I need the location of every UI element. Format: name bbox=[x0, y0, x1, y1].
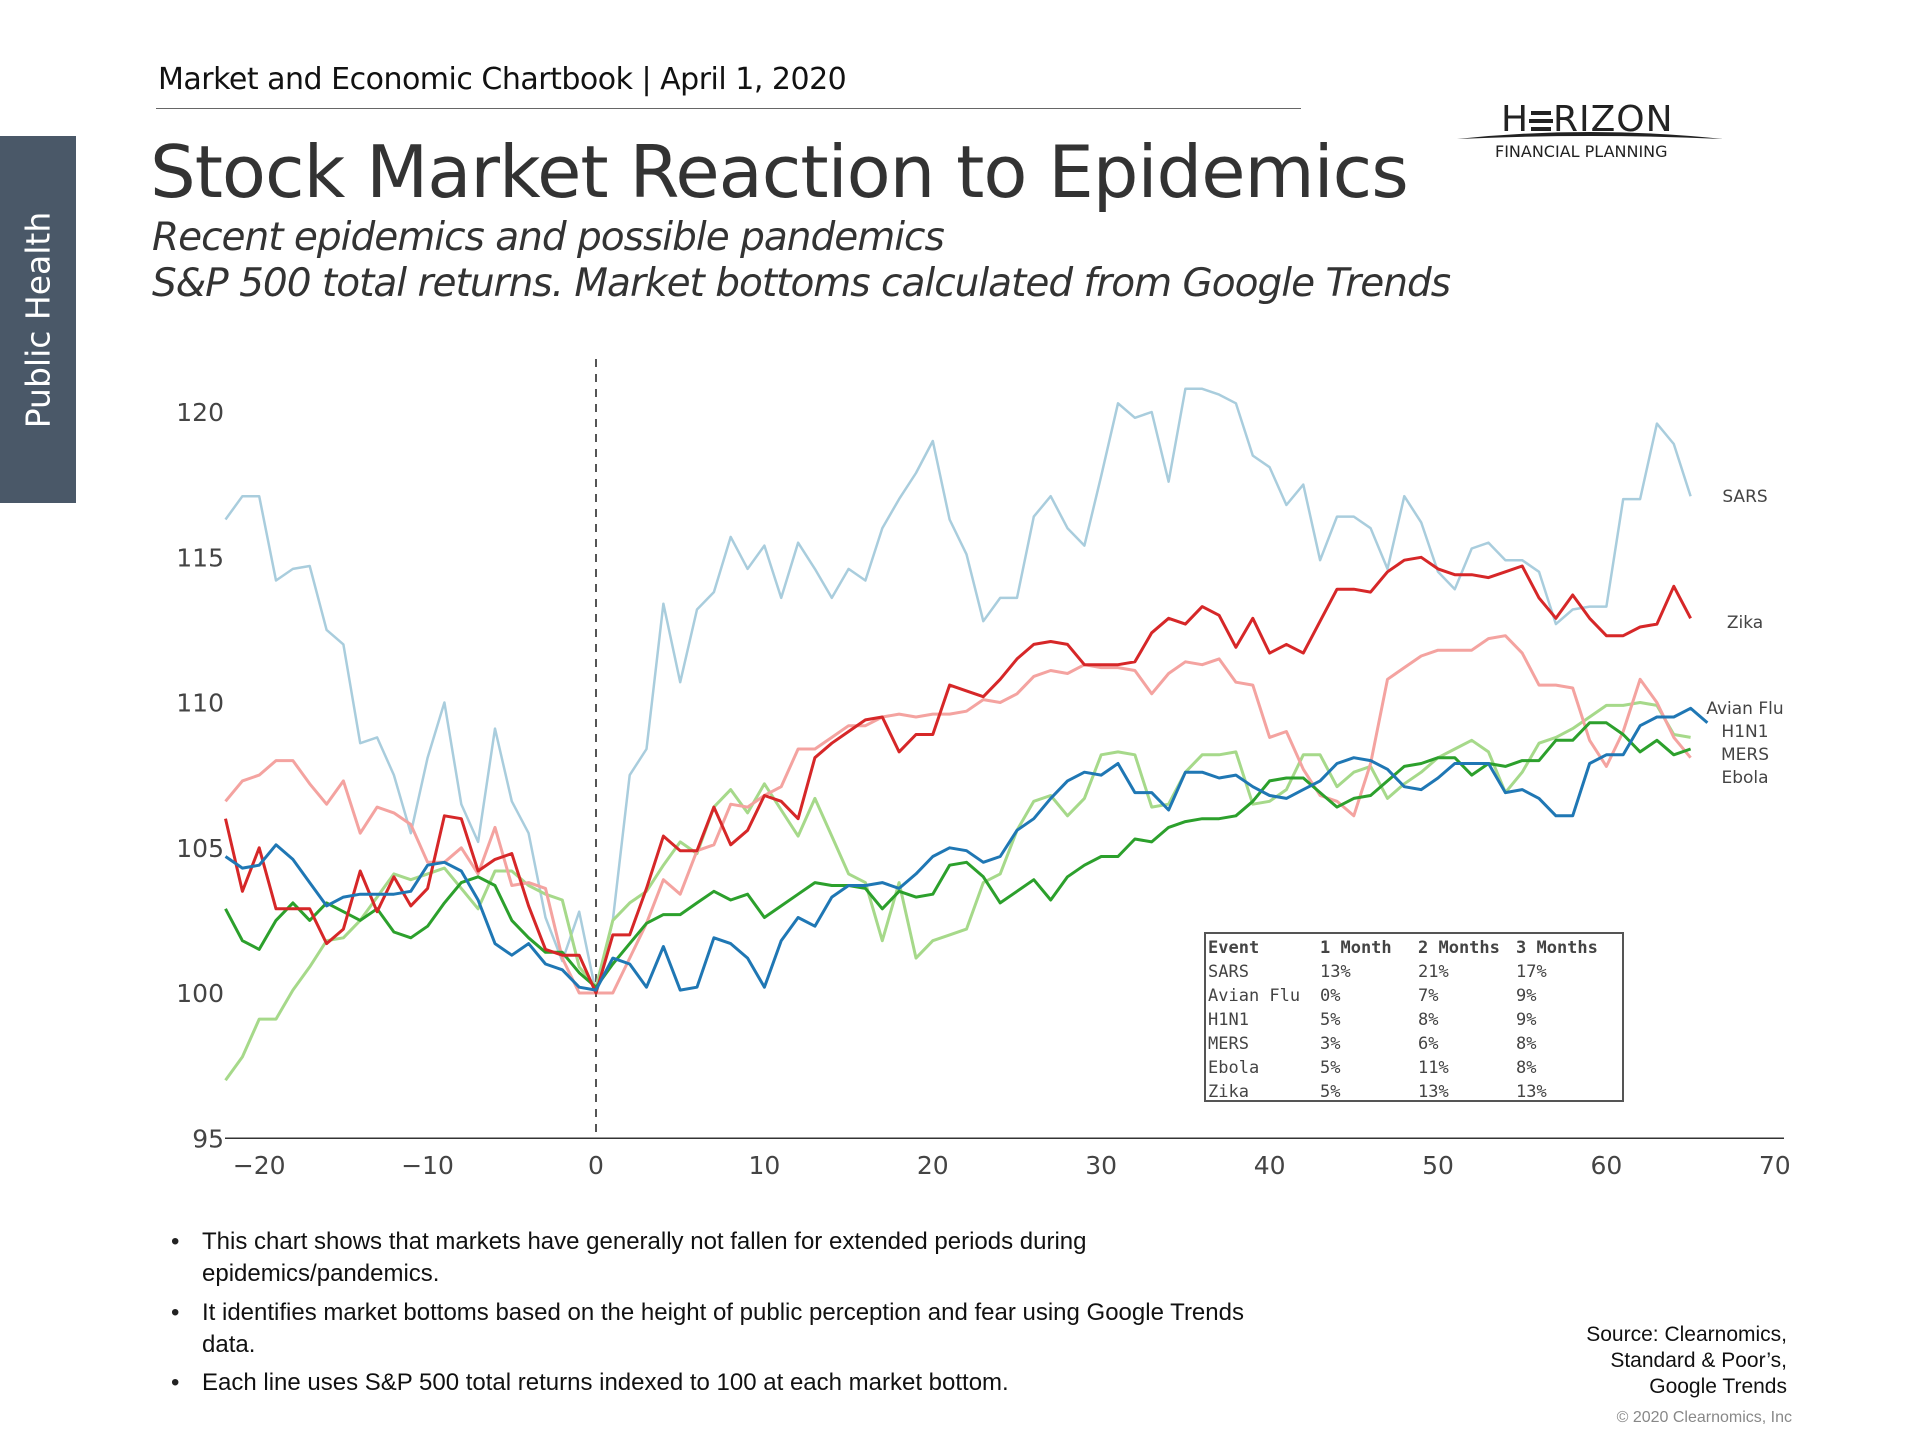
table-header-cell: 3 Months bbox=[1516, 938, 1598, 958]
bullet-text: data. bbox=[202, 1331, 256, 1358]
page-title: Stock Market Reaction to Epidemics bbox=[150, 130, 1409, 214]
table-row: Ebola 5% 11% 8% bbox=[1208, 1056, 1620, 1080]
table-header-cell: Event bbox=[1208, 938, 1260, 958]
table-cell: Ebola bbox=[1208, 1058, 1260, 1078]
table-header-cell: 2 Months bbox=[1418, 938, 1500, 958]
bullet-text: This chart shows that markets have gener… bbox=[202, 1228, 1087, 1255]
y-tick-label: 100 bbox=[176, 979, 224, 1008]
table-cell: 5% bbox=[1320, 1010, 1341, 1030]
x-tick-label: 20 bbox=[917, 1151, 949, 1180]
bullet-icon: • bbox=[171, 1299, 180, 1326]
horizon-logo: H RIZON FINANCIAL PLANNING bbox=[1457, 99, 1723, 161]
table-row: H1N1 5% 8% 9% bbox=[1208, 1008, 1620, 1032]
subtitle-2: S&P 500 total returns. Market bottoms ca… bbox=[152, 261, 1451, 306]
series-label-avian-flu: Avian Flu bbox=[1706, 699, 1783, 719]
x-tick-label: 70 bbox=[1759, 1151, 1791, 1180]
series-line-zika bbox=[224, 555, 1692, 995]
table-cell: 5% bbox=[1320, 1082, 1341, 1102]
copyright: © 2020 Clearnomics, Inc bbox=[1616, 1409, 1792, 1426]
bullet-icon: • bbox=[171, 1369, 180, 1396]
subtitle-1: Recent epidemics and possible pandemics bbox=[152, 215, 945, 260]
x-tick-label: 40 bbox=[1254, 1151, 1286, 1180]
table-cell: 8% bbox=[1516, 1058, 1537, 1078]
chartbook-header: Market and Economic Chartbook | April 1,… bbox=[158, 62, 847, 97]
table-header-cell: 1 Month bbox=[1320, 938, 1392, 958]
bullet-text: epidemics/pandemics. bbox=[202, 1260, 440, 1287]
table-cell: 3% bbox=[1320, 1034, 1341, 1054]
y-tick-label: 95 bbox=[192, 1124, 224, 1153]
section-tab: Public Health bbox=[0, 136, 76, 503]
x-tick-label: 10 bbox=[748, 1151, 780, 1180]
table-cell: 8% bbox=[1418, 1010, 1439, 1030]
series-line-ebola bbox=[224, 634, 1692, 995]
table-cell: 6% bbox=[1418, 1034, 1439, 1054]
table-cell: 17% bbox=[1516, 962, 1547, 982]
y-tick-label: 115 bbox=[176, 543, 224, 572]
source-line-3: Google Trends bbox=[1649, 1375, 1787, 1398]
table-cell: Avian Flu bbox=[1208, 986, 1301, 1006]
x-tick-label: 30 bbox=[1085, 1151, 1117, 1180]
table-row: Avian Flu 0% 7% 9% bbox=[1208, 984, 1620, 1008]
x-tick-label: 0 bbox=[588, 1151, 604, 1180]
bullet-text: Each line uses S&P 500 total returns ind… bbox=[202, 1369, 1009, 1396]
table-cell: 21% bbox=[1418, 962, 1449, 982]
table-row: MERS 3% 6% 8% bbox=[1208, 1032, 1620, 1056]
table-cell: MERS bbox=[1208, 1034, 1249, 1054]
table-cell: 9% bbox=[1516, 1010, 1537, 1030]
header-divider bbox=[156, 108, 1301, 109]
y-tick-label: 105 bbox=[176, 834, 224, 863]
y-tick-label: 120 bbox=[176, 398, 224, 427]
series-label-zika: Zika bbox=[1727, 613, 1763, 633]
svg-text:H: H bbox=[1501, 99, 1529, 140]
series-line-mers bbox=[224, 721, 1692, 989]
series-line-h1n1 bbox=[224, 701, 1691, 1082]
table-cell: 13% bbox=[1320, 962, 1351, 982]
table-cell: 13% bbox=[1516, 1082, 1547, 1102]
source-line-1: Source: Clearnomics, bbox=[1586, 1323, 1787, 1346]
series-label-ebola: Ebola bbox=[1721, 768, 1768, 788]
table-cell: 5% bbox=[1320, 1058, 1341, 1078]
x-tick-label: −20 bbox=[233, 1151, 286, 1180]
x-tick-label: 60 bbox=[1590, 1151, 1622, 1180]
y-tick-label: 110 bbox=[176, 689, 224, 718]
bullet-icon: • bbox=[171, 1228, 180, 1255]
table-cell: 13% bbox=[1418, 1082, 1449, 1102]
table-cell: Zika bbox=[1208, 1082, 1249, 1102]
table-cell: 0% bbox=[1320, 986, 1341, 1006]
table-row: SARS 13% 21% 17% bbox=[1208, 960, 1620, 984]
table-row: Zika 5% 13% 13% bbox=[1208, 1080, 1620, 1104]
x-tick-label: −10 bbox=[401, 1151, 454, 1180]
table-cell: 7% bbox=[1418, 986, 1439, 1006]
returns-table: Event 1 Month 2 Months 3 Months SARS 13% 21% 17… bbox=[1204, 932, 1624, 1102]
svg-text:FINANCIAL PLANNING: FINANCIAL PLANNING bbox=[1495, 142, 1668, 161]
table-cell: SARS bbox=[1208, 962, 1249, 982]
table-cell: H1N1 bbox=[1208, 1010, 1249, 1030]
table-cell: 11% bbox=[1418, 1058, 1449, 1078]
table-cell: 9% bbox=[1516, 986, 1537, 1006]
series-label-mers: MERS bbox=[1721, 745, 1769, 765]
series-line-avian-flu bbox=[224, 706, 1709, 992]
series-label-sars: SARS bbox=[1722, 487, 1767, 507]
series-label-h1n1: H1N1 bbox=[1721, 722, 1768, 742]
x-tick-label: 50 bbox=[1422, 1151, 1454, 1180]
bullet-text: It identifies market bottoms based on th… bbox=[202, 1299, 1244, 1326]
source-line-2: Standard & Poor’s, bbox=[1610, 1349, 1787, 1372]
series-line-sars bbox=[224, 387, 1692, 995]
table-cell: 8% bbox=[1516, 1034, 1537, 1054]
table-header-row: Event 1 Month 2 Months 3 Months bbox=[1208, 936, 1620, 960]
